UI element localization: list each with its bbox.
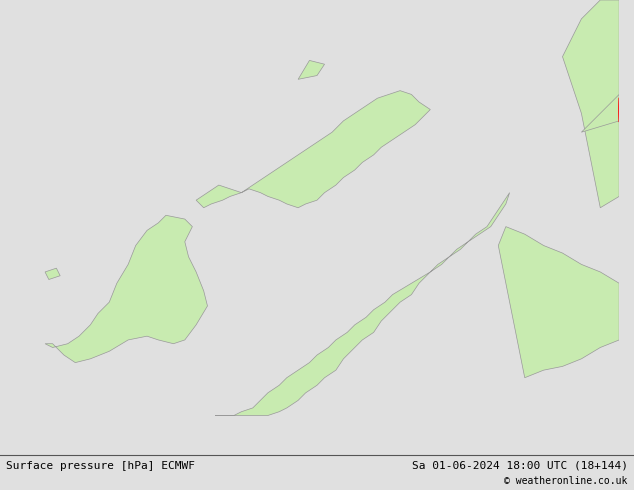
Polygon shape [562, 0, 619, 208]
Text: Sa 01-06-2024 18:00 UTC (18+144): Sa 01-06-2024 18:00 UTC (18+144) [411, 461, 628, 470]
Polygon shape [45, 215, 207, 363]
Text: © weatheronline.co.uk: © weatheronline.co.uk [504, 476, 628, 486]
Polygon shape [498, 226, 619, 378]
Polygon shape [581, 95, 619, 132]
Polygon shape [196, 91, 430, 208]
Text: Surface pressure [hPa] ECMWF: Surface pressure [hPa] ECMWF [6, 461, 195, 470]
Polygon shape [215, 193, 510, 416]
Polygon shape [45, 268, 60, 279]
Polygon shape [298, 60, 325, 79]
